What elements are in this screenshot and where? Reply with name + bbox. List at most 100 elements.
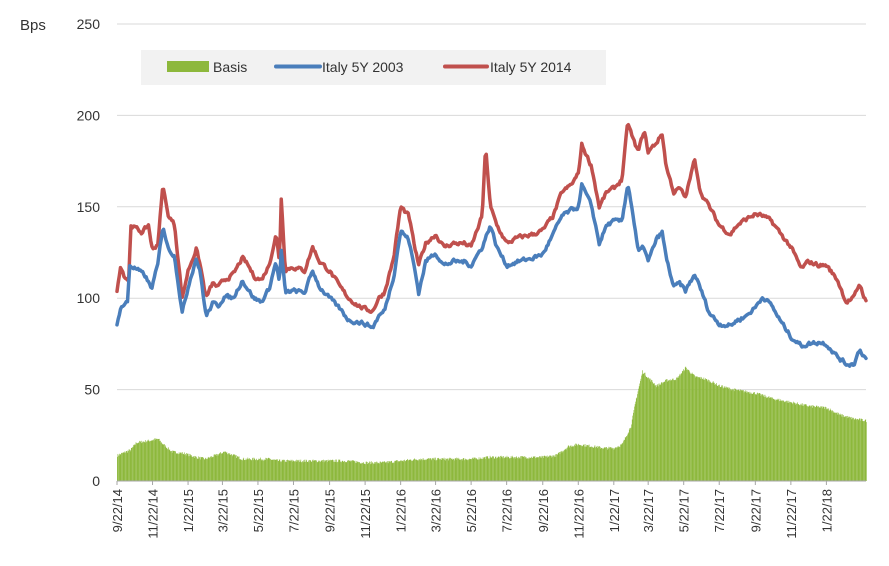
basis-bar [257,460,259,481]
basis-bar [507,457,509,481]
basis-bar [376,461,378,481]
basis-bar [696,376,698,481]
basis-bar [857,419,858,481]
basis-bar [122,453,123,481]
basis-bar [829,408,831,481]
basis-bar [137,443,139,481]
basis-bar [648,378,650,481]
basis-bar [395,460,397,481]
basis-bar [339,459,341,481]
x-tick-label: 11/22/16 [571,489,586,539]
basis-bar [783,400,784,481]
basis-bar [557,453,559,481]
basis-bar [284,461,286,481]
basis-bar [501,456,503,481]
basis-bar [282,460,284,481]
basis-bar [172,450,174,481]
basis-bar [176,453,178,481]
basis-bar [343,461,345,481]
basis-bar [360,463,362,481]
basis-bar [187,453,189,481]
basis-bar [196,458,198,481]
basis-bar [295,460,296,481]
basis-bar [263,460,264,481]
basis-bar [158,438,160,481]
basis-bar [323,462,325,481]
basis-bar [776,399,777,481]
basis-bar [490,457,492,481]
x-tick-label: 1/22/15 [181,489,196,532]
basis-bar [843,416,845,481]
basis-bar [573,445,575,481]
basis-bar [810,405,812,481]
basis-bar [779,401,780,481]
basis-bar [509,458,511,481]
basis-bar [526,458,528,481]
basis-bar [596,446,598,481]
basis-bar [366,464,368,481]
basis-bar [744,391,745,481]
basis-bar [180,453,182,481]
basis-bar [746,392,747,481]
basis-bar [581,445,582,481]
basis-bar [384,461,385,481]
basis-bar [416,459,418,481]
basis-bar [349,461,351,481]
basis-bar [133,445,134,481]
basis-bar [602,448,603,481]
basis-bar [408,460,409,481]
basis-bar [732,389,733,481]
basis-bar [128,450,129,481]
legend-swatch-basis [167,61,209,72]
basis-bar [865,419,867,481]
basis-bar [609,447,611,481]
basis-bar [266,458,268,481]
basis-bar [503,456,504,481]
basis-bar [479,458,481,481]
basis-bar [373,463,375,481]
basis-bar [418,460,419,481]
basis-bar [577,444,579,481]
basis-bar [264,459,266,481]
basis-bar [715,384,717,481]
basis-bar [746,391,748,481]
basis-bar [149,440,151,481]
basis-bar [630,428,631,481]
basis-bar [829,410,830,481]
basis-bar [525,457,527,481]
basis-bar [814,406,815,481]
basis-bar [458,458,460,481]
basis-bar [694,375,695,481]
basis-bar [470,458,472,481]
basis-bar [190,455,192,481]
basis-bar [175,453,177,481]
basis-bar [690,373,692,481]
basis-bar [632,415,634,481]
basis-bar [361,462,363,481]
basis-bar [449,457,451,481]
basis-bar [569,446,571,481]
basis-bar [523,456,525,481]
basis-bar [203,459,205,481]
basis-bar [612,447,614,481]
basis-bar [172,450,173,481]
basis-bar [820,406,822,481]
basis-bar [714,384,716,481]
basis-bar [371,463,373,481]
basis-bar [271,459,273,481]
basis-bar [669,379,670,481]
basis-bar [659,383,661,481]
basis-bar [801,405,803,481]
basis-bar [815,406,816,481]
basis-bar [276,459,277,481]
basis-bar [237,456,239,481]
basis-bar [315,460,317,481]
basis-bar [504,456,506,481]
basis-bar [407,458,408,481]
basis-bar [189,453,191,481]
basis-bar [866,422,867,481]
basis-bar [464,460,465,481]
basis-bar [637,394,638,481]
basis-bar [826,409,828,481]
basis-bar [234,454,235,481]
